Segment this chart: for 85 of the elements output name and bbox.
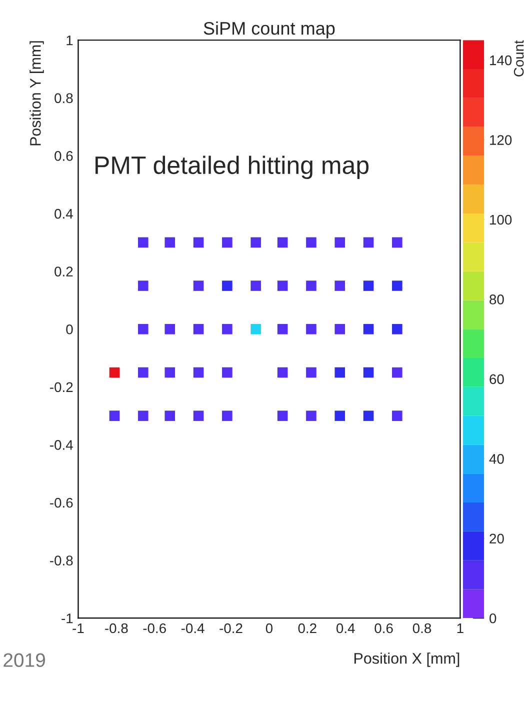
point <box>306 410 316 421</box>
x-tick-label: 1 <box>457 623 464 634</box>
point <box>363 324 374 334</box>
point <box>306 280 316 291</box>
point <box>138 324 148 334</box>
point <box>306 237 316 248</box>
point <box>193 324 204 334</box>
y-tick-label: -0.2 <box>50 382 73 392</box>
point <box>306 324 316 334</box>
point <box>138 280 148 291</box>
annotation: PMT detailed hitting map <box>96 156 369 180</box>
point <box>363 367 374 378</box>
color-bar-label: 40 <box>489 454 504 464</box>
point <box>193 280 204 291</box>
point <box>164 367 176 378</box>
point <box>250 237 261 248</box>
y-tick-label: -1 <box>62 614 73 624</box>
color-bar-label: 0 <box>490 613 496 624</box>
point <box>392 324 402 334</box>
point <box>250 280 261 291</box>
point <box>250 324 261 334</box>
point <box>164 324 176 334</box>
point <box>138 367 148 378</box>
color-bar-label: 60 <box>490 374 504 384</box>
color-bar-title: Count <box>514 40 524 76</box>
color-bar-label: 20 <box>490 534 504 544</box>
point <box>392 280 402 291</box>
x-tick-label: 0 <box>266 623 273 634</box>
color-bar-label: 140 <box>490 55 512 66</box>
point <box>164 410 176 421</box>
point <box>222 367 232 378</box>
point <box>334 324 346 334</box>
point <box>193 410 204 421</box>
x-axis-title: Position X [mm] <box>354 652 460 667</box>
y-tick-label: -0.4 <box>50 440 73 450</box>
y-tick-label: -0.6 <box>50 498 73 508</box>
x-tick-label: -0.2 <box>220 623 242 634</box>
color-bar-label: 100 <box>490 214 512 225</box>
point <box>334 367 346 378</box>
point <box>334 237 346 248</box>
point <box>109 410 120 421</box>
point <box>306 367 316 378</box>
x-tick-label: 0.8 <box>412 623 432 634</box>
point <box>363 280 374 291</box>
point <box>334 410 346 421</box>
point <box>222 237 232 248</box>
point <box>363 237 374 248</box>
y-tick-label: 1 <box>66 36 73 46</box>
x-tick-label: 0.4 <box>336 623 355 634</box>
point <box>222 410 232 421</box>
color-bar-label: 80 <box>490 294 504 304</box>
point <box>138 410 148 421</box>
x-tick-label: -1 <box>72 623 84 634</box>
point <box>277 410 288 421</box>
y-tick-label: 0.8 <box>54 93 73 104</box>
y-axis-title: Position Y [mm] <box>30 41 44 146</box>
point <box>277 324 288 334</box>
y-tick-label: 0.2 <box>54 266 73 276</box>
point <box>334 280 346 291</box>
point <box>193 237 204 248</box>
point <box>277 280 288 291</box>
point <box>277 367 288 378</box>
color-bar-label: 120 <box>490 135 512 145</box>
y-tick-label: 0.6 <box>54 151 73 161</box>
point <box>138 237 148 248</box>
point <box>164 237 176 248</box>
text: 2019 <box>4 653 45 667</box>
point <box>222 324 232 334</box>
y-tick-label: -0.8 <box>50 556 73 566</box>
point <box>363 410 374 421</box>
point <box>193 367 204 378</box>
y-tick-label: 0.4 <box>54 208 73 219</box>
x-tick-label: -0.6 <box>143 623 166 634</box>
chart-title: SiPM count map <box>204 21 335 38</box>
x-tick-label: 0.6 <box>374 623 393 634</box>
point <box>109 367 120 378</box>
y-tick-label: 0 <box>66 324 73 334</box>
x-tick-label: 0.2 <box>298 623 316 634</box>
point <box>392 237 402 248</box>
point <box>392 410 402 421</box>
x-tick-label: -0.8 <box>105 623 128 634</box>
point <box>222 280 232 291</box>
x-tick-label: -0.4 <box>181 623 204 634</box>
point <box>277 237 288 248</box>
point <box>392 367 402 378</box>
